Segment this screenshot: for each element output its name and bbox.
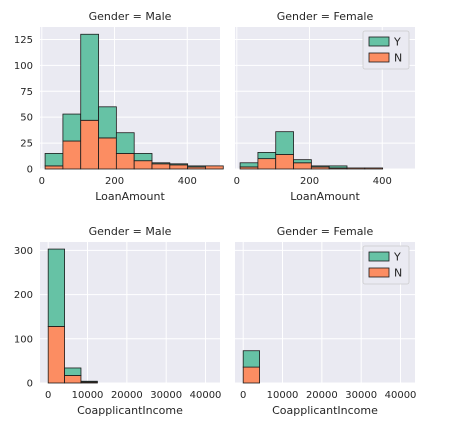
- x-tick-label: 20000: [306, 390, 338, 401]
- x-axis-label: CoapplicantIncome: [77, 404, 183, 417]
- y-tick-label: 100: [14, 61, 33, 72]
- bar-N-9: [205, 165, 224, 170]
- y-tick-label: 50: [20, 113, 33, 124]
- bar-Y-0: [239, 162, 259, 168]
- bar-Y-5: [133, 153, 153, 162]
- legend: YN: [362, 30, 410, 70]
- x-tick-label: 10000: [72, 390, 104, 401]
- x-tick-label: 400: [178, 176, 197, 187]
- bar-Y-2: [80, 380, 98, 383]
- bar-Y-2: [80, 33, 99, 121]
- x-tick-label: 0: [45, 390, 51, 401]
- bar-N-0: [242, 366, 260, 384]
- bar-Y-7: [169, 163, 189, 166]
- y-tick-label: 0: [27, 165, 33, 176]
- bar-Y-1: [257, 152, 277, 160]
- bar-Y-0: [44, 153, 64, 167]
- bar-N-7: [169, 164, 189, 170]
- y-tick-label: 100: [14, 334, 33, 345]
- panel-title: Gender = Female: [277, 10, 374, 23]
- y-tick-label: 25: [20, 139, 33, 150]
- bar-N-6: [151, 163, 171, 170]
- panel-title: Gender = Male: [89, 10, 172, 23]
- panel-4: Gender = Female 0 10000 20000 30000 40000 Coap…: [235, 225, 416, 417]
- x-tick-label: 200: [105, 176, 124, 187]
- bar-Y-0: [47, 248, 65, 327]
- x-tick-label: 0: [240, 390, 246, 401]
- x-tick-label: 0: [39, 176, 45, 187]
- legend-label-N: N: [394, 267, 402, 280]
- bar-N-3: [293, 162, 312, 170]
- x-tick-label: 10000: [267, 390, 299, 401]
- x-axis-label: LoanAmount: [95, 190, 165, 203]
- legend-swatch-N: [368, 52, 390, 63]
- legend-swatch-N: [368, 267, 390, 278]
- y-tick-label: 300: [14, 246, 33, 257]
- plot-area: [40, 242, 220, 383]
- panel-title: Gender = Male: [89, 225, 172, 238]
- bar-N-3: [98, 137, 117, 170]
- bar-Y-1: [64, 367, 82, 376]
- y-tick-label: 0: [27, 379, 33, 390]
- x-axis-label: LoanAmount: [290, 190, 360, 203]
- bar-Y-1: [62, 113, 82, 142]
- x-tick-label: 40000: [190, 390, 222, 401]
- x-tick-label: 200: [300, 176, 319, 187]
- bar-Y-5: [328, 165, 348, 169]
- x-tick-label: 30000: [345, 390, 377, 401]
- x-tick-label: 20000: [111, 390, 143, 401]
- legend-swatch-Y: [368, 36, 390, 47]
- legend: YN: [362, 245, 410, 285]
- bar-N-5: [133, 160, 153, 170]
- x-tick-label: 40000: [385, 390, 417, 401]
- bar-N-4: [115, 153, 135, 170]
- bar-Y-3: [293, 159, 312, 164]
- x-tick-label: 400: [373, 176, 392, 187]
- panel-3: Gender = Male 0 10000 20000 30000 40000 0 100 20…: [14, 225, 222, 417]
- bar-Y-2: [275, 131, 294, 155]
- bar-Y-8: [187, 165, 206, 168]
- bar-N-1: [64, 375, 82, 384]
- bar-Y-6: [151, 162, 171, 165]
- legend-label-Y: Y: [393, 36, 401, 49]
- y-tick-label: 200: [14, 290, 33, 301]
- bar-N-7: [364, 167, 384, 170]
- legend-swatch-Y: [368, 251, 390, 262]
- y-tick-label: 75: [20, 87, 33, 98]
- bar-N-0: [47, 326, 65, 384]
- bar-Y-3: [98, 106, 117, 139]
- y-tick-label: 125: [14, 35, 33, 46]
- panel-1: Gender = Male 0 200 400 0 25 50 75 100 125 LoanAmo…: [14, 10, 224, 203]
- bar-Y-4: [310, 165, 330, 168]
- bar-N-1: [62, 140, 82, 170]
- bar-N-0: [44, 165, 64, 170]
- bar-N-2: [80, 119, 99, 170]
- x-tick-label: 30000: [150, 390, 182, 401]
- bar-Y-0: [242, 350, 260, 368]
- x-tick-label: 0: [234, 176, 240, 187]
- bar-N-2: [275, 154, 294, 170]
- x-axis-label: CoapplicantIncome: [272, 404, 378, 417]
- bar-N-1: [257, 158, 277, 170]
- bar-N-6: [346, 167, 366, 170]
- panel-2: Gender = Female 0 200 400 LoanAmount YN: [234, 10, 415, 203]
- legend-label-N: N: [394, 52, 402, 65]
- legend-label-Y: Y: [393, 251, 401, 264]
- panel-title: Gender = Female: [277, 225, 374, 238]
- bar-Y-4: [115, 132, 135, 154]
